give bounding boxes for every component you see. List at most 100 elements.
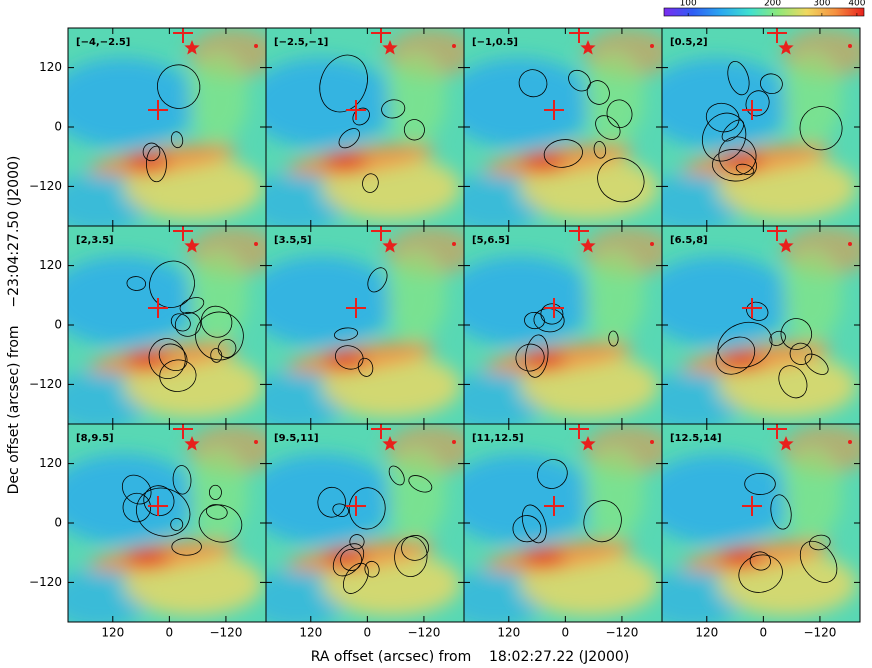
contour [718, 136, 757, 176]
contour [388, 465, 405, 486]
contour [770, 494, 792, 530]
contour [608, 330, 619, 347]
contour [210, 348, 223, 363]
contour [515, 343, 545, 372]
panel: [5,6.5] [463, 225, 663, 425]
contour [200, 305, 233, 338]
contour [342, 562, 369, 594]
marker-dot [650, 242, 654, 246]
contour [319, 54, 368, 113]
panel-label: [−4,−2.5] [76, 37, 130, 48]
marker-dot [452, 242, 456, 246]
x-tick-label: 0 [364, 626, 372, 640]
x-tick-label: −120 [209, 626, 242, 640]
panel: [12.5,14] 120 0 −120 [661, 423, 861, 640]
x-tick-label: 120 [497, 626, 520, 640]
contour [208, 484, 222, 500]
panel-image [464, 226, 662, 424]
marker-dot [848, 44, 852, 48]
marker-star [580, 436, 596, 451]
contour [705, 102, 740, 133]
panel-image [464, 28, 662, 226]
marker-star [580, 238, 596, 253]
contour [512, 515, 542, 543]
panel-label: [0.5,2] [670, 37, 708, 48]
panel-label: [8,9.5] [76, 433, 114, 444]
contour [362, 173, 379, 193]
panel-image [68, 226, 266, 424]
contour [172, 465, 192, 495]
contour [518, 69, 548, 98]
contour [146, 145, 167, 183]
contour [780, 318, 813, 350]
contour [195, 311, 244, 361]
marker-dot [650, 44, 654, 48]
colorbar-tick-label: 300 [813, 0, 830, 9]
contour [583, 500, 622, 543]
contour [735, 163, 755, 175]
panel: [11,12.5] 120 0 −120 [463, 423, 663, 640]
panel-label: [−1,0.5] [472, 37, 518, 48]
contour [381, 99, 406, 119]
marker-star [184, 40, 200, 55]
contour [738, 554, 783, 593]
marker-star [382, 40, 398, 55]
contour [156, 64, 201, 109]
panel: [6.5,8] [661, 225, 861, 425]
contour [760, 73, 783, 95]
contour [332, 543, 365, 577]
contour [217, 339, 237, 358]
y-axis-title: Dec offset (arcsec) from −23:04:27.50 (J… [6, 156, 22, 495]
x-tick-label: −120 [407, 626, 440, 640]
contour [170, 131, 184, 149]
x-tick-label: −120 [605, 626, 638, 640]
y-tick-label: 120 [39, 60, 62, 74]
panel-image [266, 28, 464, 226]
contour [537, 459, 568, 489]
colorbar-tick-label: 100 [680, 0, 697, 9]
contour [597, 157, 645, 203]
panel: [−1,0.5] [463, 27, 663, 227]
contour [540, 303, 564, 325]
contour [159, 359, 197, 392]
panel-label: [12.5,14] [670, 433, 722, 444]
x-tick-label: 0 [760, 626, 768, 640]
contour [170, 517, 184, 531]
contour [394, 536, 428, 578]
contour [136, 487, 191, 537]
contour [332, 503, 349, 517]
contour [121, 474, 152, 505]
contour [174, 311, 202, 337]
contour [126, 276, 147, 291]
marker-star [778, 436, 794, 451]
marker-dot [452, 440, 456, 444]
contour [367, 267, 388, 293]
panel-image [266, 226, 464, 424]
y-tick-label: −120 [29, 179, 62, 193]
x-tick-label: 0 [562, 626, 570, 640]
contour [206, 504, 228, 520]
panel-label: [6.5,8] [670, 235, 708, 246]
contour [586, 80, 610, 105]
contour [789, 342, 813, 365]
marker-dot [452, 44, 456, 48]
y-tick-label: −120 [29, 377, 62, 391]
marker-dot [848, 440, 852, 444]
contour [179, 297, 205, 314]
contour [804, 353, 829, 375]
panel-image [662, 28, 860, 226]
panel-image [662, 226, 860, 424]
contour [524, 334, 549, 378]
y-tick-label: 120 [39, 456, 62, 470]
panel-image [68, 28, 266, 226]
contour [198, 504, 243, 543]
marker-star [778, 238, 794, 253]
panel-image [662, 424, 860, 622]
y-tick-label: −120 [29, 575, 62, 589]
panel: [3.5,5] [265, 225, 465, 425]
contour [744, 472, 776, 495]
contour [171, 537, 202, 556]
contour [543, 139, 583, 168]
contour [158, 343, 188, 372]
x-tick-label: 120 [101, 626, 124, 640]
